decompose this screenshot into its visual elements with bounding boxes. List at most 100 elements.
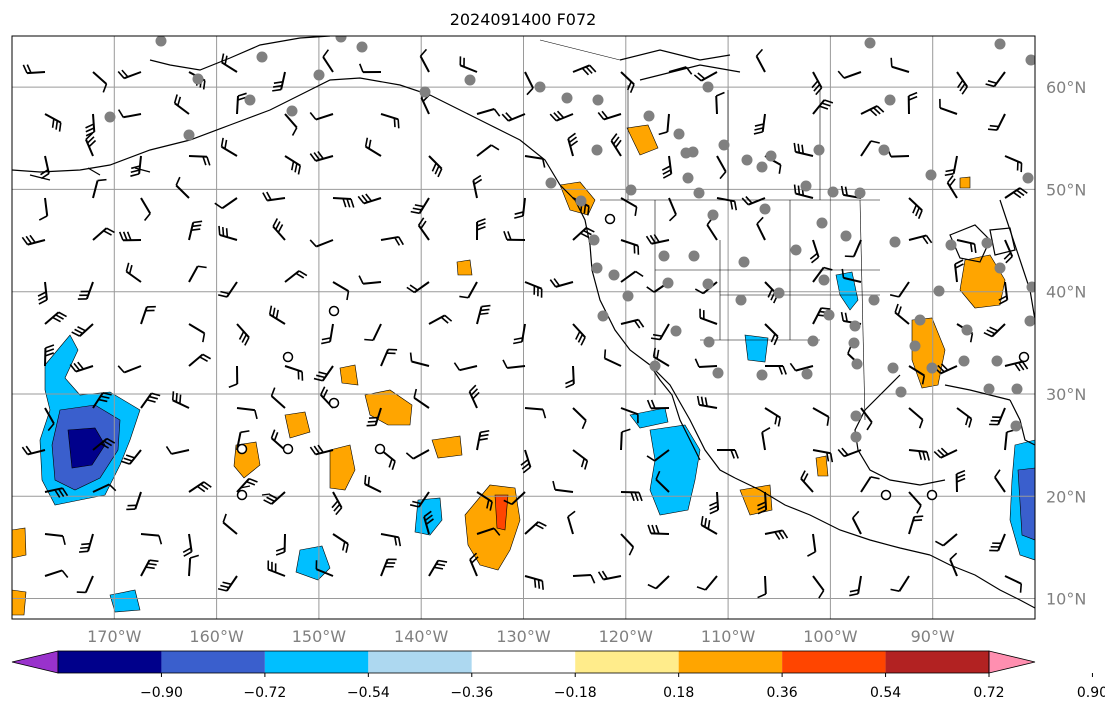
station-dot [622, 290, 634, 302]
wind-barb [645, 234, 670, 245]
station-dot [849, 320, 861, 332]
wind-barb [658, 113, 670, 136]
colorbar-tick-label: 0.90 [1077, 685, 1105, 701]
wind-barb [125, 262, 142, 283]
station-dot [850, 431, 862, 443]
coastline [649, 364, 701, 461]
wind-barb [332, 533, 349, 553]
wind-barb [793, 142, 814, 157]
wind-barb [908, 365, 926, 385]
wind-barb [236, 92, 247, 115]
wind-barb [894, 303, 910, 325]
wind-barb [476, 304, 491, 325]
station-dot [313, 69, 325, 81]
colorbar-tick-label: 0.54 [870, 685, 901, 701]
wind-barb [358, 63, 382, 74]
latitude-label: 20°N [1046, 487, 1086, 506]
wind-barb [222, 513, 238, 535]
station-dot [356, 41, 368, 53]
station-dot [816, 217, 828, 229]
wind-barb [696, 395, 718, 409]
station-dot [1025, 54, 1035, 66]
wind-barb [220, 137, 238, 157]
colorbar-tick-label: 0.72 [973, 685, 1004, 701]
shaded-region [431, 435, 463, 459]
station-dot [591, 144, 603, 156]
station-dot [588, 234, 600, 246]
colorbar: −0.90 −0.72 −0.54 −0.36 −0.18 0.18 0.36 0.54 0.7… [11, 650, 1105, 701]
station-dot [1026, 281, 1035, 293]
wind-barb [92, 437, 116, 451]
colorbar-extend-high [988, 650, 1036, 674]
wind-barb [503, 491, 526, 506]
station-dot [464, 74, 476, 86]
wind-barb [620, 318, 645, 329]
wind-barb [1004, 575, 1023, 593]
station-dot [1024, 315, 1035, 327]
coastline [999, 199, 1035, 321]
wind-barb [709, 491, 720, 515]
station-dot [192, 73, 204, 85]
wind-barb [655, 470, 670, 493]
wind-barb [270, 387, 286, 409]
colorbar-segment [471, 651, 576, 673]
wind-barb [405, 449, 430, 460]
wind-barb [647, 524, 670, 535]
station-dot [759, 203, 771, 215]
wind-barb [228, 365, 239, 389]
colorbar-tick-label: 0.18 [663, 685, 694, 701]
wind-barb [38, 197, 49, 221]
station-dot [591, 262, 603, 274]
wind-barb [44, 344, 55, 367]
station-dot [827, 186, 839, 198]
station-dot [868, 294, 880, 306]
wind-barb [171, 391, 190, 409]
wind-barb [44, 487, 69, 498]
wind-barb [182, 533, 193, 557]
wind-barb [812, 99, 834, 115]
wind-barb [188, 353, 212, 367]
wind-barb [459, 56, 478, 73]
wind-barb [956, 407, 973, 428]
wind-barb [165, 445, 190, 455]
wind-barb [764, 323, 779, 346]
wind-barb [428, 559, 448, 577]
colorbar-segment [58, 651, 162, 673]
wind-barb [908, 515, 924, 535]
shaded-region [12, 589, 27, 616]
coastline [12, 77, 561, 186]
wind-barb [668, 197, 677, 222]
latitude-label: 60°N [1046, 78, 1086, 97]
wind-barb [889, 281, 910, 298]
wind-barb [572, 574, 596, 584]
wind-barb [188, 323, 206, 343]
calm-marker [328, 397, 340, 409]
shaded-region [364, 389, 413, 426]
station-dot [895, 386, 907, 398]
wind-barb [890, 575, 910, 592]
wind-barb [406, 281, 430, 294]
wind-barb [572, 323, 586, 346]
wind-barb [809, 239, 820, 264]
colorbar-outline [57, 650, 990, 674]
wind-barb [549, 278, 574, 288]
wind-barb [572, 64, 597, 76]
wind-barb [844, 239, 862, 258]
wind-barb [469, 552, 479, 577]
calm-marker [1018, 351, 1030, 363]
longitude-label: 100°W [803, 627, 858, 646]
station-dot [575, 195, 587, 207]
wind-barb [332, 197, 355, 208]
wind-barb [620, 407, 639, 424]
colorbar-tick-label: −0.90 [140, 685, 183, 701]
latitude-labels: 60°N 50°N 40°N 30°N 20°N 10°N [1046, 78, 1086, 608]
coastline [944, 384, 1011, 401]
wind-barb [77, 281, 94, 300]
longitude-label: 120°W [599, 627, 654, 646]
wind-barb [989, 407, 1006, 426]
wind-barb [694, 358, 718, 368]
wind-barb [524, 521, 547, 535]
wind-barb [413, 388, 430, 409]
wind-barb [92, 483, 117, 493]
coastline [949, 224, 991, 263]
